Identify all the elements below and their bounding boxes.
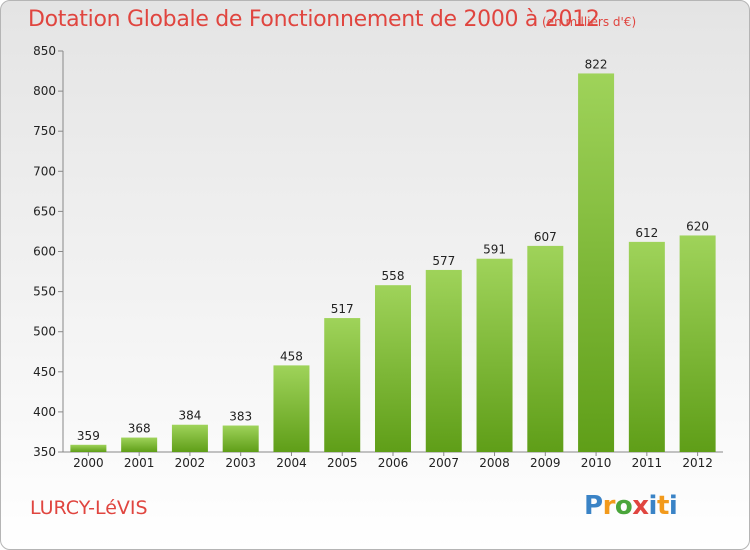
x-tick-label-2012: 2012 [682,456,713,470]
bar-2009 [527,245,564,452]
x-tick-label-2002: 2002 [175,456,206,470]
bar-2006 [375,285,411,452]
proxiti-logo[interactable]: Proxiti [584,491,678,521]
x-tick-label-2000: 2000 [73,456,104,470]
chart-title: Dotation Globale de Fonctionnement de 20… [28,7,600,32]
y-tick-label: 650 [33,204,56,218]
bar-2002 [171,424,208,452]
y-tick-label: 700 [33,164,56,178]
bar-2012 [679,235,716,452]
bar-2007 [425,269,462,452]
data-label-2012: 620 [686,219,709,233]
bar-2000 [70,444,107,452]
data-label-2006: 558 [382,269,405,283]
x-tick-label-2004: 2004 [276,456,307,470]
y-tick-label: 850 [33,44,56,58]
y-tick-label: 400 [33,405,56,419]
bar-2010 [578,73,615,453]
x-tick-label-2010: 2010 [581,456,612,470]
x-tick-label-2005: 2005 [327,456,358,470]
x-tick-label-2001: 2001 [124,456,155,470]
data-label-2008: 591 [483,243,506,257]
y-tick-label: 350 [33,445,56,459]
x-tick-label-2011: 2011 [632,456,663,470]
x-tick-label-2009: 2009 [530,456,561,470]
bar-2005 [324,318,361,452]
data-label-2009: 607 [534,230,557,244]
y-tick-label: 550 [33,285,56,299]
y-tick-label: 450 [33,365,56,379]
data-labels: 359 368 384 383 458 517 558 577 591 607 822 612 620 [77,57,709,442]
data-label-2007: 577 [432,254,455,268]
x-ticks: 2000 2001 2002 2003 2004 2005 2006 2007 2008 2009… [73,452,713,470]
x-tick-label-2007: 2007 [428,456,459,470]
chart-units: (en milliers d'€) [542,15,637,29]
y-tick-label: 600 [33,245,56,259]
y-ticks: 350 400 450 500 550 600 650 700 750 800 850 [33,44,63,459]
data-label-2011: 612 [635,226,658,240]
y-tick-label: 800 [33,84,56,98]
x-tick-label-2003: 2003 [225,456,256,470]
data-label-2004: 458 [280,349,303,363]
bars [70,73,716,453]
bar-2001 [121,437,158,452]
data-label-2000: 359 [77,429,100,443]
data-label-2005: 517 [331,302,354,316]
bar-2011 [628,241,665,452]
y-tick-label: 500 [33,325,56,339]
bar-2008 [476,258,513,452]
data-label-2002: 384 [178,409,201,423]
data-label-2003: 383 [229,410,252,424]
data-label-2001: 368 [128,422,151,436]
x-tick-label-2008: 2008 [479,456,510,470]
x-tick-label-2006: 2006 [378,456,409,470]
data-label-2010: 822 [585,57,608,71]
y-tick-label: 750 [33,124,56,138]
bar-2004 [273,365,310,452]
town-name: LURCY-LéVIS [30,497,148,519]
bar-2003 [222,425,259,452]
